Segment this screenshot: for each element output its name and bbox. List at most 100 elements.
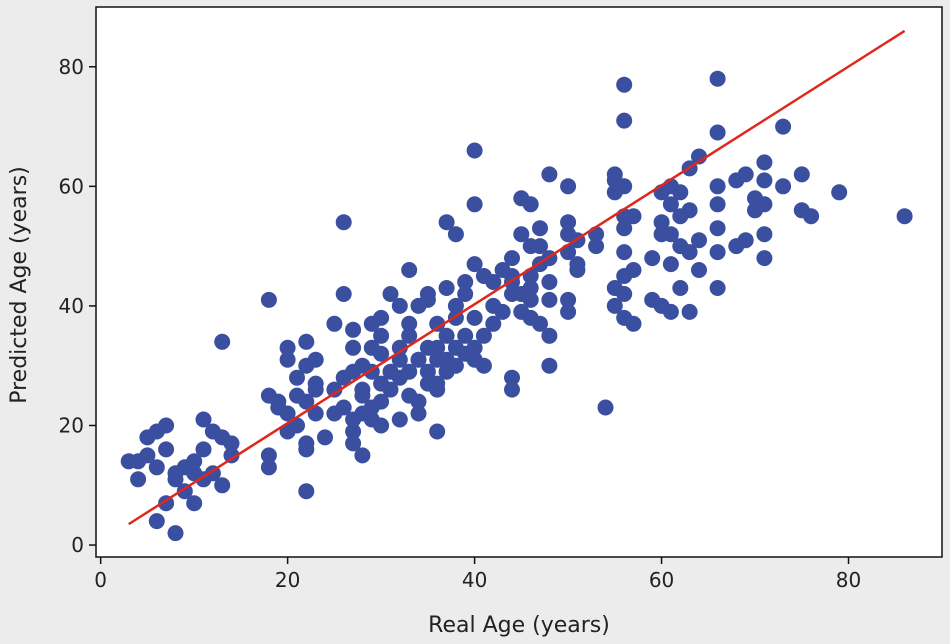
data-point [709, 70, 726, 87]
data-point [709, 124, 726, 141]
data-point [429, 423, 446, 440]
data-point [541, 274, 558, 290]
data-point [148, 513, 165, 530]
data-point [560, 303, 577, 320]
y-tick-label: 80 [59, 55, 84, 79]
data-point [522, 291, 539, 308]
data-point [662, 226, 679, 243]
data-point [475, 327, 492, 344]
data-point [522, 280, 539, 296]
data-point [616, 76, 633, 93]
regression-line [128, 29, 906, 526]
data-point [317, 429, 333, 446]
data-point [681, 244, 698, 261]
data-point [457, 274, 474, 290]
data-point [737, 232, 754, 249]
data-point [401, 363, 418, 380]
data-point [307, 351, 324, 368]
data-point [560, 178, 577, 195]
data-point [606, 297, 623, 314]
data-point [223, 435, 240, 452]
data-point [831, 184, 848, 201]
data-point [345, 321, 362, 338]
data-point [429, 339, 446, 356]
data-point [709, 220, 726, 237]
data-point [709, 280, 726, 296]
data-point [289, 417, 305, 434]
data-point [775, 118, 792, 135]
data-point [345, 423, 362, 440]
data-point [653, 214, 670, 231]
data-point [504, 369, 520, 386]
data-point [307, 405, 324, 422]
data-point [391, 339, 408, 356]
data-point [560, 214, 577, 231]
y-tick-label: 20 [59, 413, 84, 437]
data-point [373, 417, 390, 434]
data-point [289, 369, 305, 386]
x-tick-label: 80 [836, 568, 861, 592]
data-point [401, 327, 418, 344]
data-point [186, 453, 203, 470]
data-point [597, 399, 614, 416]
data-point [195, 441, 212, 458]
data-point [662, 256, 679, 273]
data-point [644, 250, 661, 267]
y-tick-label: 60 [59, 174, 84, 198]
x-tick-label: 40 [462, 568, 487, 592]
data-point [616, 286, 633, 302]
data-point [541, 357, 558, 374]
data-point [279, 351, 296, 368]
data-point [279, 405, 296, 422]
data-point [616, 220, 633, 237]
data-point [139, 447, 156, 464]
data-point [298, 393, 315, 410]
data-point [532, 220, 548, 237]
data-point [214, 477, 231, 494]
data-point [335, 286, 352, 302]
data-point [737, 166, 754, 183]
data-point [260, 459, 277, 476]
data-point [775, 178, 792, 195]
data-point [504, 250, 520, 267]
data-point [616, 178, 633, 195]
data-point [625, 315, 642, 332]
data-point [793, 166, 810, 183]
data-point [298, 441, 315, 458]
data-point [532, 238, 548, 255]
data-point [522, 196, 539, 213]
data-point [625, 262, 642, 278]
data-point [279, 339, 296, 356]
data-point [466, 142, 483, 159]
data-point [569, 256, 586, 273]
data-point [438, 280, 455, 296]
data-point [662, 196, 679, 213]
x-tick-label: 20 [275, 568, 300, 592]
axis-ticks: 0 20 40 60 80 0 20 40 60 80 [59, 55, 862, 592]
data-point [691, 262, 707, 278]
data-point [672, 184, 689, 201]
data-points [120, 70, 913, 542]
data-point [335, 399, 352, 416]
data-point [391, 411, 408, 428]
data-point [223, 447, 240, 464]
data-point [345, 339, 362, 356]
data-point [485, 315, 502, 332]
data-point [494, 303, 511, 320]
data-point [625, 208, 642, 225]
y-tick-label: 40 [59, 294, 84, 318]
data-point [401, 262, 418, 278]
data-point [616, 244, 633, 261]
data-point [354, 447, 371, 464]
data-point [756, 226, 773, 243]
data-point [504, 381, 520, 398]
data-point [513, 226, 530, 243]
data-point [756, 172, 773, 189]
data-point [410, 351, 427, 368]
x-tick-label: 0 [94, 568, 107, 592]
data-point [373, 309, 390, 326]
data-point [466, 339, 483, 356]
data-point [616, 112, 633, 129]
data-point [709, 244, 726, 261]
